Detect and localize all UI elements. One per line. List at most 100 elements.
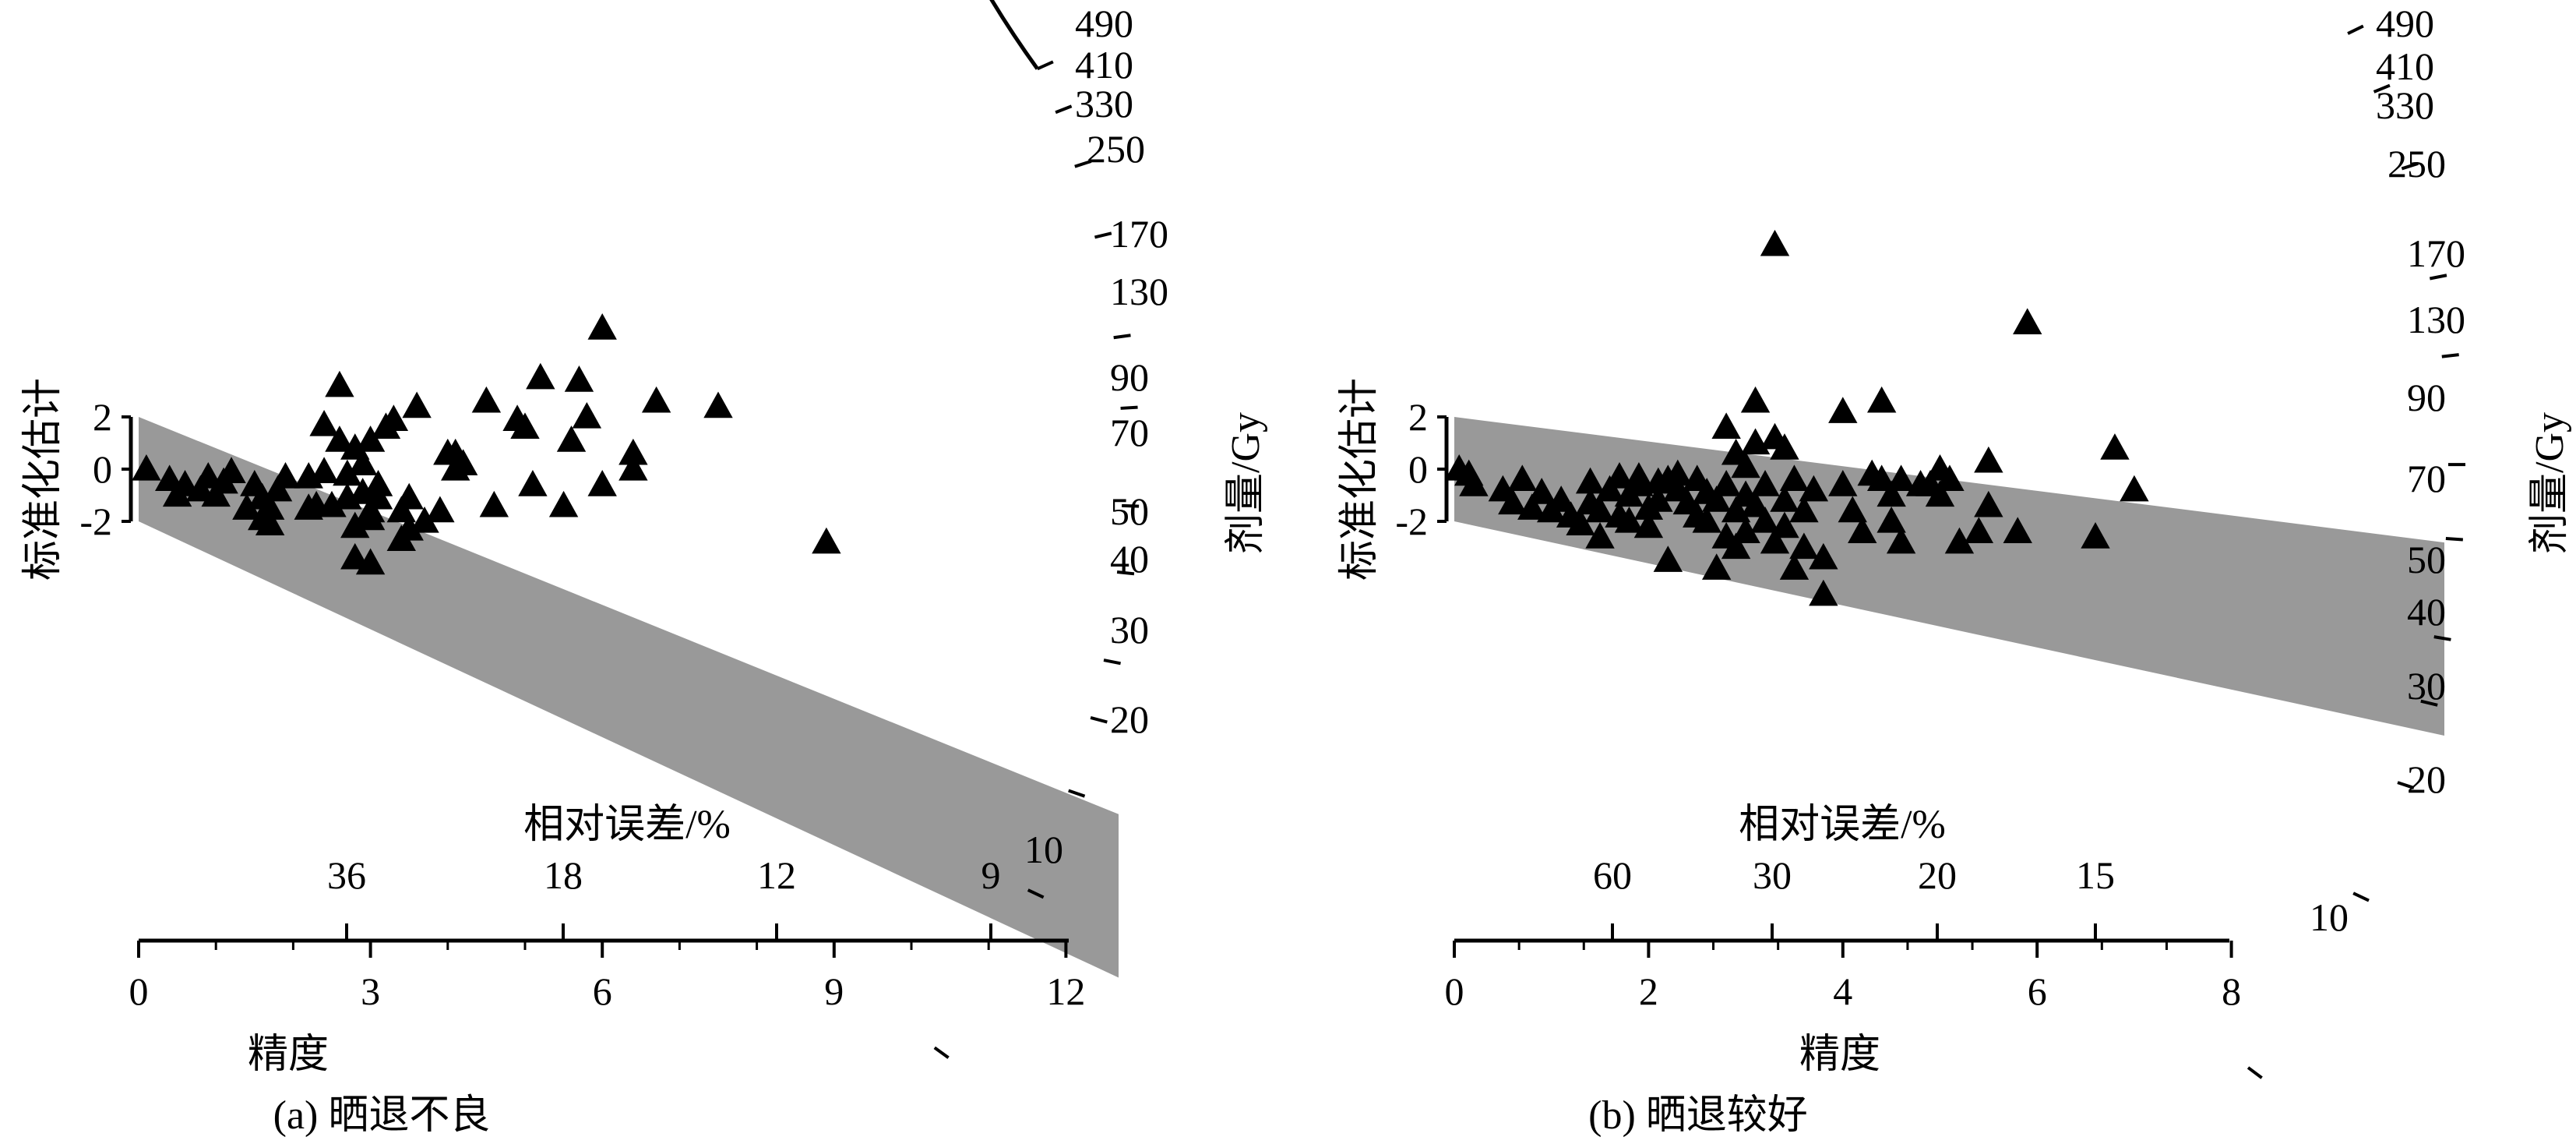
y-tick-label: 2 (1408, 395, 1428, 439)
top-axis-title-b: 相对误差/% (1739, 803, 1946, 847)
data-point (1762, 231, 1788, 256)
data-point (481, 493, 507, 517)
top-axis-tick-label: 30 (1753, 853, 1792, 897)
data-point (566, 367, 592, 391)
top-axis-tick-label: 36 (327, 853, 366, 897)
dose-tick-label: 490 (2376, 2, 2434, 45)
data-point (2102, 435, 2128, 459)
dose-tick (1122, 506, 1139, 507)
y-tick-label: -2 (1395, 500, 1428, 543)
data-point (326, 373, 353, 397)
x-tick-label: 0 (129, 969, 149, 1013)
dose-tick (1104, 660, 1121, 663)
dose-tick-label: 20 (1110, 697, 1149, 741)
dose-tick-label: 70 (1110, 411, 1149, 454)
dose-arc (935, 0, 1038, 69)
dose-tick-label: 20 (2407, 757, 2446, 801)
x-axis-title-b: 精度 (1799, 1033, 1880, 1077)
dose-tick (1114, 335, 1131, 337)
data-point (403, 394, 430, 418)
dose-tick-label: 50 (1110, 489, 1149, 533)
dose-tick-label: 410 (2376, 44, 2434, 88)
data-point (1830, 398, 1856, 422)
top-axis-title-a: 相对误差/% (523, 803, 731, 847)
data-point (589, 471, 615, 496)
x-tick-label: 4 (1833, 969, 1852, 1013)
dose-tick-label: 170 (1110, 212, 1168, 256)
data-point (311, 411, 337, 436)
dose-tick (935, 1047, 949, 1057)
y-axis-title-b: 标准化估计 (1337, 378, 1382, 581)
data-point (589, 315, 615, 339)
data-point (551, 493, 577, 517)
data-point (527, 365, 554, 389)
data-point (1743, 388, 1769, 412)
shaded-band (1454, 417, 2444, 736)
y-tick-label: 0 (1408, 447, 1428, 491)
dose-tick-label: 490 (1075, 2, 1133, 45)
panel-b: (b) 晒退较好 精度 相对误差/% 标准化估计 剂量/Gy 102030405… (1337, 0, 2572, 1138)
x-tick-label: 12 (1046, 969, 1085, 1013)
dose-tick-label: 50 (2407, 538, 2446, 581)
dose-axis-title-a: 剂量/Gy (1224, 412, 1268, 554)
x-tick-label: 0 (1445, 969, 1464, 1013)
dose-tick-label: 170 (2407, 231, 2465, 275)
dose-axis-title-b: 剂量/Gy (2528, 412, 2572, 554)
dose-tick (2248, 1068, 2262, 1078)
dose-tick-label: 250 (1087, 127, 1145, 171)
x-tick-label: 6 (2028, 969, 2047, 1013)
dose-tick-label: 90 (2407, 376, 2446, 419)
dose-tick-label: 130 (1110, 270, 1168, 313)
dose-tick (2430, 275, 2447, 278)
dose-tick (1091, 718, 1107, 722)
top-axis-tick-label: 60 (1593, 853, 1632, 897)
data-point (643, 388, 670, 412)
y-tick-label: 2 (93, 395, 112, 439)
dose-tick (1055, 106, 1072, 112)
dose-tick-label: 130 (2407, 298, 2465, 341)
x-tick-label: 2 (1639, 969, 1658, 1013)
dose-tick (2348, 26, 2363, 34)
dose-tick (2442, 355, 2459, 356)
data-point (1713, 414, 1739, 438)
dose-tick-label: 10 (2310, 895, 2349, 939)
dose-tick (1094, 233, 1111, 237)
data-point (1869, 388, 1895, 412)
dose-tick (2446, 538, 2463, 540)
data-point (559, 427, 585, 451)
data-point (2014, 309, 2041, 334)
data-point (573, 404, 600, 428)
x-axis-title-a: 精度 (248, 1033, 329, 1077)
data-point (620, 440, 647, 464)
dose-tick-label: 250 (2387, 142, 2446, 185)
x-tick-label: 6 (593, 969, 612, 1013)
top-axis-tick-label: 20 (1918, 853, 1957, 897)
dose-tick (2353, 893, 2369, 900)
data-point (813, 529, 840, 553)
dose-tick-label: 30 (1110, 608, 1149, 651)
top-axis-tick-label: 15 (2076, 853, 2115, 897)
data-point (705, 394, 731, 418)
caption-a: (a) 晒退不良 (273, 1093, 491, 1138)
data-point (427, 498, 453, 522)
data-point (520, 471, 546, 496)
dose-tick (1038, 62, 1053, 69)
top-axis-tick-label: 12 (757, 853, 796, 897)
caption-b: (b) 晒退较好 (1588, 1093, 1808, 1138)
y-axis-title-a: 标准化估计 (21, 378, 65, 581)
dose-tick-label: 330 (1075, 82, 1133, 125)
dose-tick-label: 40 (2407, 590, 2446, 634)
data-point (2121, 477, 2148, 501)
dose-tick-label: 330 (2376, 83, 2434, 127)
y-tick-label: -2 (79, 500, 112, 543)
data-point (311, 458, 337, 482)
dose-tick-label: 410 (1075, 43, 1133, 87)
top-axis-tick-label: 9 (981, 853, 1001, 897)
y-tick-label: 0 (93, 447, 112, 491)
data-point (396, 485, 422, 509)
x-tick-label: 3 (361, 969, 380, 1013)
x-tick-label: 8 (2222, 969, 2241, 1013)
top-axis-tick-label: 18 (544, 853, 583, 897)
